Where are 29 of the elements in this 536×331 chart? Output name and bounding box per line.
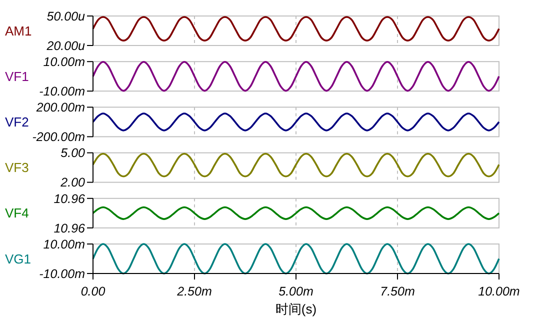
line-series xyxy=(92,112,500,132)
x-tick-label: 5.00m xyxy=(278,284,314,298)
y-tick-label: -200.00m xyxy=(32,130,85,144)
x-tick-label: 10.00m xyxy=(478,284,520,298)
y-tick-label: 50.00u xyxy=(46,9,86,24)
y-tick-label: 10.96 xyxy=(54,221,86,236)
y-tick-label: 10.00m xyxy=(43,54,85,69)
y-axis-title: VF1 xyxy=(5,68,29,84)
x-tick-label: 2.50m xyxy=(176,284,212,298)
line-series xyxy=(92,206,500,220)
x-tick-label: 0.00 xyxy=(80,284,106,298)
x-axis-title: 时间(s) xyxy=(275,302,317,316)
y-tick-label: 10.96 xyxy=(54,192,86,206)
line-series xyxy=(92,16,500,42)
line-series xyxy=(92,60,500,92)
y-axis-title: VF4 xyxy=(5,206,29,221)
y-axis-title: VF3 xyxy=(5,160,29,176)
y-axis-title: VF2 xyxy=(5,114,29,130)
y-tick-label: 10.00m xyxy=(43,237,85,252)
x-tick-label: 7.50m xyxy=(380,284,415,298)
y-tick-label: 200.00m xyxy=(35,100,85,115)
y-tick-label: 20.00u xyxy=(46,38,86,53)
y-axis-title: AM1 xyxy=(5,23,32,38)
y-tick-label: 5.00 xyxy=(60,146,86,160)
y-tick-label: -10.00m xyxy=(39,266,85,281)
y-tick-label: 2.00 xyxy=(60,176,86,190)
line-series xyxy=(92,152,500,178)
y-axis-title: VG1 xyxy=(5,251,32,266)
y-tick-label: -10.00m xyxy=(39,84,85,98)
